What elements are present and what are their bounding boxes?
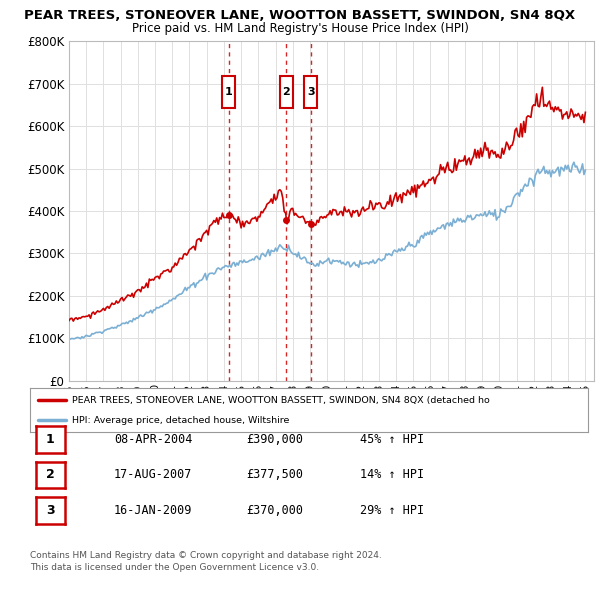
Text: 16-JAN-2009: 16-JAN-2009 xyxy=(114,504,193,517)
Text: 45% ↑ HPI: 45% ↑ HPI xyxy=(360,433,424,446)
Text: Contains HM Land Registry data © Crown copyright and database right 2024.: Contains HM Land Registry data © Crown c… xyxy=(30,551,382,560)
Text: £377,500: £377,500 xyxy=(246,468,303,481)
Text: Price paid vs. HM Land Registry's House Price Index (HPI): Price paid vs. HM Land Registry's House … xyxy=(131,22,469,35)
Text: PEAR TREES, STONEOVER LANE, WOOTTON BASSETT, SWINDON, SN4 8QX (detached ho: PEAR TREES, STONEOVER LANE, WOOTTON BASS… xyxy=(72,395,490,405)
Text: £390,000: £390,000 xyxy=(246,433,303,446)
FancyBboxPatch shape xyxy=(222,76,235,109)
Text: 29% ↑ HPI: 29% ↑ HPI xyxy=(360,504,424,517)
Text: 17-AUG-2007: 17-AUG-2007 xyxy=(114,468,193,481)
Text: 08-APR-2004: 08-APR-2004 xyxy=(114,433,193,446)
Text: HPI: Average price, detached house, Wiltshire: HPI: Average price, detached house, Wilt… xyxy=(72,416,289,425)
FancyBboxPatch shape xyxy=(304,76,317,109)
Text: 1: 1 xyxy=(46,433,55,446)
Text: 3: 3 xyxy=(46,504,55,517)
Text: This data is licensed under the Open Government Licence v3.0.: This data is licensed under the Open Gov… xyxy=(30,563,319,572)
Text: £370,000: £370,000 xyxy=(246,504,303,517)
Text: 2: 2 xyxy=(283,87,290,97)
Text: 1: 1 xyxy=(224,87,232,97)
Text: 2: 2 xyxy=(46,468,55,481)
Text: 14% ↑ HPI: 14% ↑ HPI xyxy=(360,468,424,481)
Text: PEAR TREES, STONEOVER LANE, WOOTTON BASSETT, SWINDON, SN4 8QX: PEAR TREES, STONEOVER LANE, WOOTTON BASS… xyxy=(25,9,575,22)
FancyBboxPatch shape xyxy=(280,76,293,109)
Text: 3: 3 xyxy=(307,87,314,97)
